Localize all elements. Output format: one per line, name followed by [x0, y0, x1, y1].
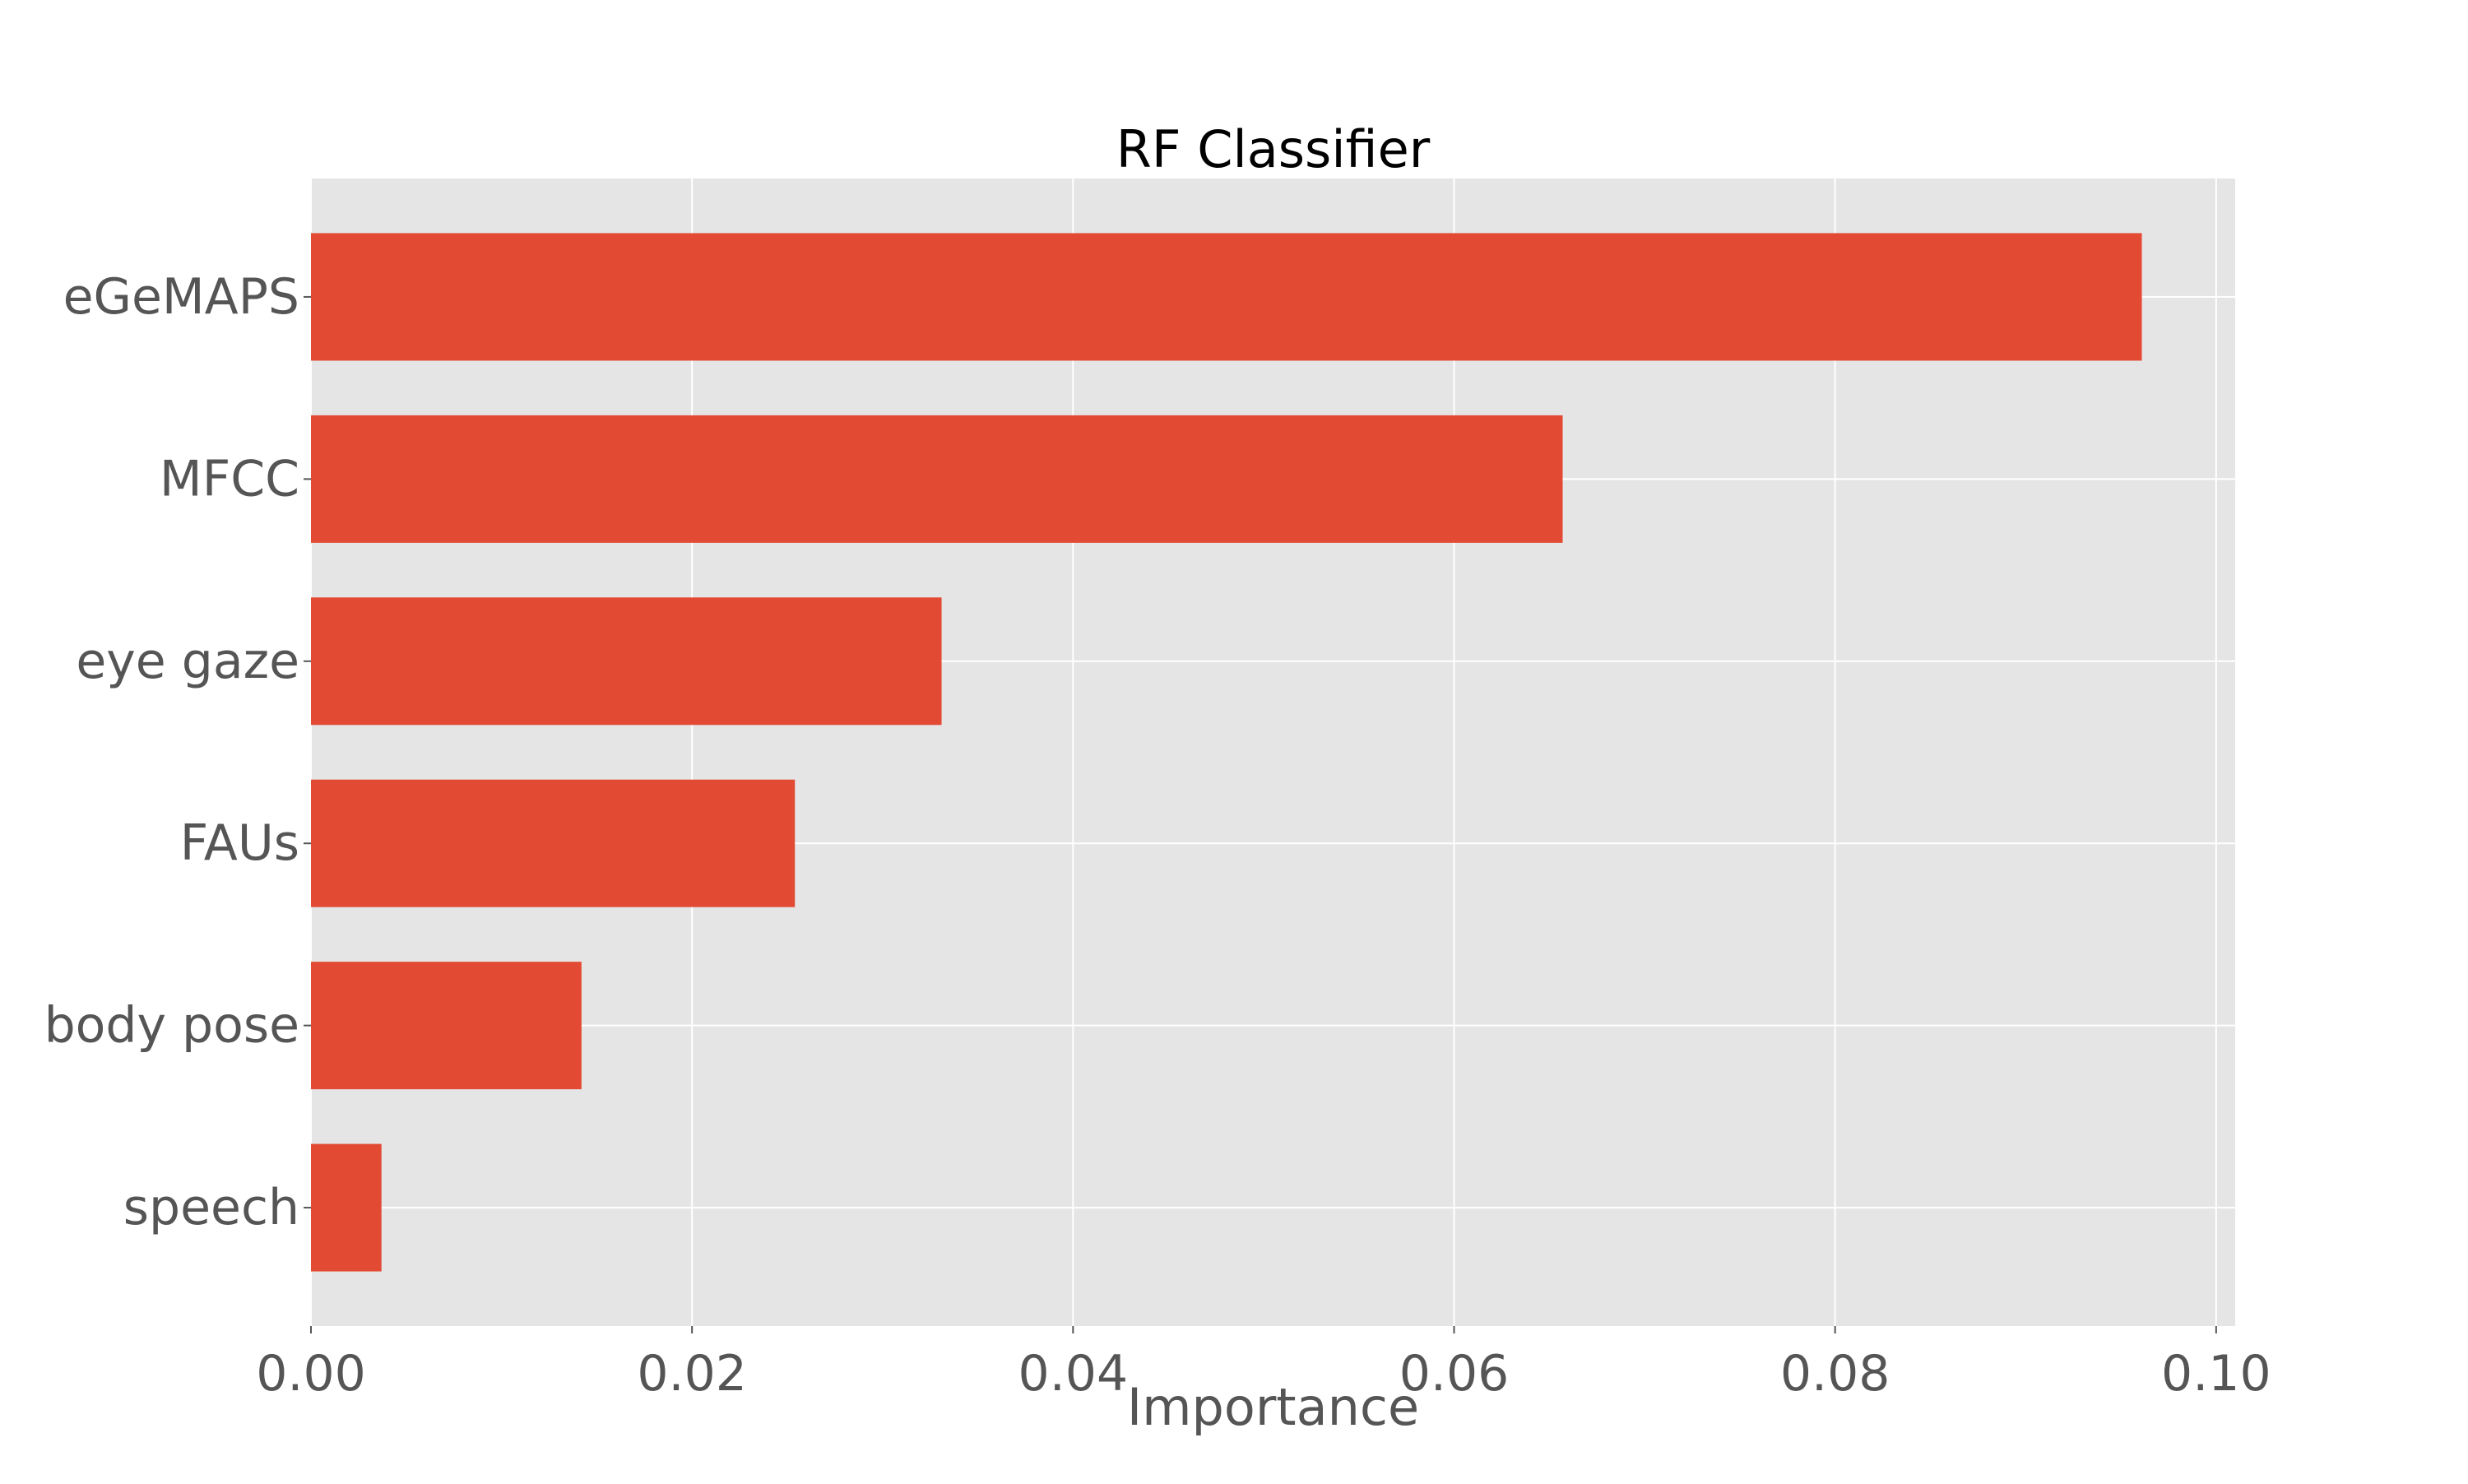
y-tick-label: speech [123, 1179, 299, 1236]
x-axis: 0.00 0.02 0.04 0.06 0.08 0.10 [256, 1326, 2271, 1403]
x-tick-label: 0.06 [1399, 1345, 1510, 1403]
y-tick-label: eGeMAPS [63, 268, 299, 326]
y-tick-label: FAUs [180, 814, 299, 872]
bar-mfcc [311, 415, 1563, 543]
x-tick-label: 0.04 [1018, 1345, 1129, 1403]
bars [311, 233, 2142, 1272]
y-tick-label: eye gaze [76, 633, 299, 690]
chart-title: RF Classifier [1116, 119, 1431, 179]
x-tick-label: 0.02 [637, 1345, 747, 1403]
plot-background [311, 179, 2235, 1326]
y-tick-label: MFCC [160, 450, 299, 508]
y-axis: eGeMAPS MFCC eye gaze FAUs body pose speech [44, 268, 311, 1236]
bar-speech [311, 1143, 382, 1272]
x-axis-label: Importance [1127, 1377, 1419, 1437]
bar-body-pose [311, 962, 582, 1090]
x-tick-label: 0.08 [1780, 1345, 1890, 1403]
y-tick-label: body pose [44, 997, 299, 1055]
bar-eye-gaze [311, 597, 942, 726]
bar-egemaps [311, 233, 2142, 361]
bar-faus [311, 779, 796, 907]
x-tick-label: 0.00 [256, 1345, 366, 1403]
x-tick-label: 0.10 [2161, 1345, 2271, 1403]
